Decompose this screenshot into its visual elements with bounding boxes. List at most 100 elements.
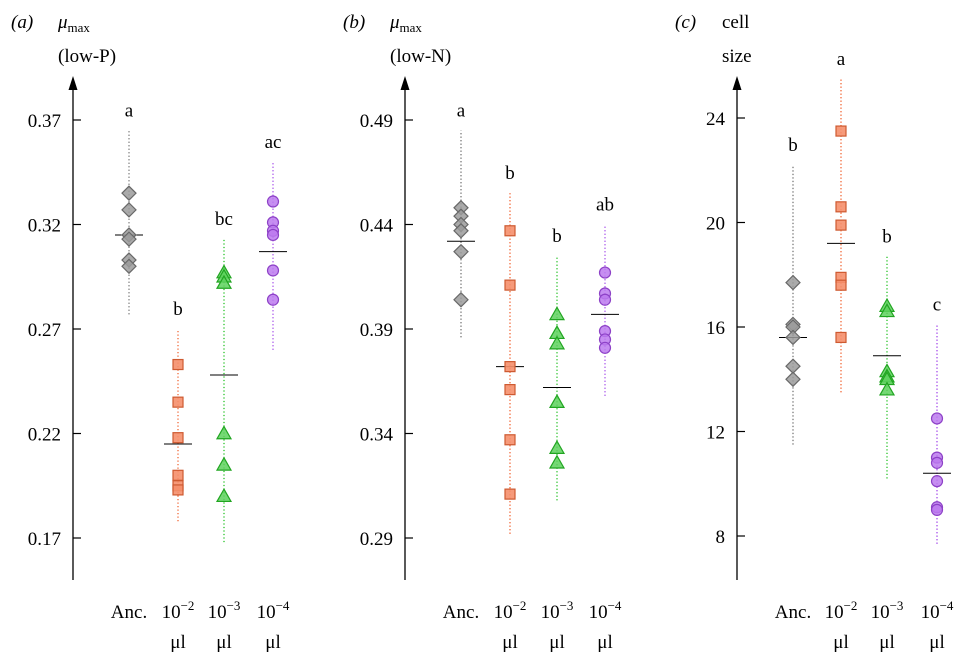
data-point-p2-g1-5 [453,243,469,260]
x-label-unit-2-3: μl [549,632,564,653]
data-point-p3-g1-4 [785,329,801,346]
data-point-p2-g1-6 [453,291,469,308]
data-point-p2-g4-1 [598,266,612,279]
significance-letter-1-4: ac [265,132,282,153]
data-point-p1-g4-5 [266,264,280,277]
x-label-unit-1-4: μl [265,632,280,653]
data-point-p1-g2-3 [172,432,184,444]
significance-letter-2-2: b [505,163,515,184]
y-label-line2-1: (low-P) [58,46,116,67]
data-point-p1-g1-6 [121,258,137,275]
significance-letter-2-3: b [552,226,562,247]
data-point-p2-g1-4 [453,222,469,239]
significance-letter-1-2: b [173,299,183,320]
y-tick-label-2-4: 0.44 [360,216,394,237]
significance-letter-3-2: a [837,49,846,70]
data-point-p3-g1-5 [785,358,801,375]
x-label-unit-1-3: μl [216,632,231,653]
data-point-p3-g2-5 [835,279,847,291]
y-label-1: μmax [57,12,90,35]
y-tick-label-1-3: 0.27 [28,320,61,341]
significance-letter-3-4: c [933,294,941,315]
data-point-p1-g2-2 [172,396,184,408]
data-point-p3-g4-6 [930,503,944,516]
data-point-p1-g1-2 [121,202,137,218]
y-tick-label-3-5: 24 [706,109,726,130]
x-label-3-4: 10−4 [921,598,954,623]
data-point-p2-g4-3 [598,293,612,306]
significance-letter-2-4: ab [596,195,614,216]
y-tick-label-3-3: 16 [706,318,725,339]
y-tick-label-1-4: 0.32 [28,216,61,237]
data-point-p3-g2-6 [835,331,847,344]
data-point-p3-g3-2 [878,303,896,318]
data-point-p2-g2-6 [504,488,516,500]
significance-letter-3-3: b [882,226,892,247]
data-point-p1-g4-4 [266,228,280,242]
data-point-p3-g1-6 [785,371,801,388]
data-point-p1-g2-6 [172,484,184,496]
y-tick-label-1-1: 0.17 [28,529,61,550]
y-tick-label-2-1: 0.29 [360,529,393,550]
data-point-p3-g2-1 [835,125,847,137]
panel-label-2: (b) [343,12,365,33]
y-axis-arrow-2 [400,76,410,90]
data-point-p2-g2-5 [504,434,516,446]
data-point-p3-g4-1 [930,412,944,425]
data-point-p1-g1-4 [121,231,137,247]
data-point-p2-g2-4 [504,384,516,396]
x-label-unit-3-2: μl [833,632,848,653]
data-point-p2-g3-1 [548,306,566,321]
significance-letter-1-1: a [125,100,134,121]
x-label-unit-2-4: μl [597,632,612,653]
data-point-p2-g3-4 [548,393,566,408]
significance-letter-2-1: a [457,100,466,121]
data-point-p2-g2-2 [504,279,516,291]
x-label-unit-3-3: μl [879,632,894,653]
x-label-unit-2-2: μl [502,632,517,653]
x-label-3-2: 10−2 [825,598,858,623]
x-label-unit-3-4: μl [929,632,944,653]
data-point-p2-g2-1 [504,225,516,237]
data-point-p3-g1-1 [785,274,801,291]
data-point-p1-g1-1 [121,185,137,201]
y-tick-label-2-5: 0.49 [360,111,393,132]
panel-label-3: (c) [675,12,696,33]
y-axis-arrow-3 [732,76,742,90]
data-point-p1-g4-6 [266,293,280,306]
y-tick-label-2-2: 0.34 [360,425,394,446]
x-label-2-3: 10−3 [541,598,574,623]
data-point-p3-g4-3 [930,456,944,469]
data-point-p3-g3-6 [878,381,896,396]
data-point-p1-g3-5 [215,456,233,471]
data-point-p1-g3-4 [215,425,233,440]
x-label-3-1: Anc. [775,602,811,623]
data-point-p2-g4-6 [598,341,612,354]
data-point-p1-g3-6 [215,487,233,503]
data-point-p1-g3-3 [215,274,233,289]
y-axis-arrow-1 [68,76,78,90]
x-label-2-2: 10−2 [494,598,527,623]
y-tick-label-1-5: 0.37 [28,111,61,132]
data-point-p2-g2-3 [504,361,516,373]
significance-letter-1-3: bc [215,209,233,230]
y-label-line2-3: size [722,46,752,67]
x-label-3-3: 10−3 [871,598,904,623]
y-tick-label-3-1: 8 [716,527,726,548]
y-tick-label-3-4: 20 [706,214,725,235]
data-point-p3-g2-3 [835,219,847,231]
x-label-2-1: Anc. [443,602,479,623]
y-label-2: μmax [389,12,422,35]
data-point-p1-g2-4 [172,469,184,481]
x-label-1-2: 10−2 [162,598,195,623]
x-label-1-1: Anc. [111,602,147,623]
y-tick-label-1-2: 0.22 [28,425,61,446]
x-label-1-3: 10−3 [208,598,241,623]
y-label-line2-2: (low-N) [390,46,451,67]
y-tick-label-2-3: 0.39 [360,320,393,341]
x-label-2-4: 10−4 [589,598,622,623]
data-point-p3-g4-4 [930,475,944,488]
data-point-p3-g2-2 [835,201,847,213]
data-point-p2-g3-5 [548,439,566,454]
